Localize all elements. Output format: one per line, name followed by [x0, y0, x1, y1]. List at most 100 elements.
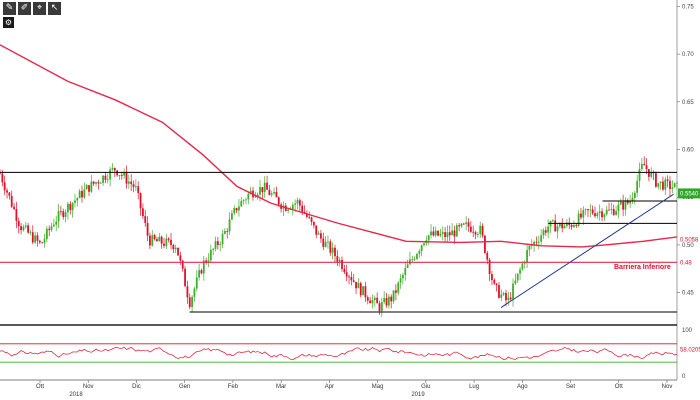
candle-body — [629, 201, 632, 204]
candle-body — [134, 186, 137, 188]
candle-body — [516, 273, 519, 281]
candle-body — [338, 259, 341, 262]
candle-body — [528, 245, 531, 250]
candle-body — [355, 281, 357, 289]
candle-body — [352, 280, 355, 282]
candle-body — [216, 241, 219, 246]
candle-body — [127, 181, 130, 184]
price-tag: 0.48 — [680, 260, 692, 266]
candle-body — [439, 233, 442, 236]
pencil-icon[interactable]: ✐ — [18, 2, 31, 15]
moving-average-line — [0, 44, 678, 248]
candle-body — [626, 200, 629, 204]
candle-body — [132, 184, 135, 187]
x-tick-label: Lug — [469, 384, 479, 390]
candle-body — [329, 241, 332, 253]
candle-body — [95, 182, 97, 184]
x-tick-label: Apr — [325, 384, 334, 390]
candle-body — [434, 230, 437, 236]
candle-body — [664, 179, 667, 190]
pointer-icon[interactable]: ↖ — [48, 2, 61, 15]
candle-body — [104, 175, 107, 180]
candle-body — [102, 175, 104, 183]
candle-body — [214, 241, 217, 249]
candle-body — [78, 191, 81, 199]
candle-body — [345, 272, 348, 277]
candle-body — [493, 279, 496, 284]
candle-body — [1, 173, 4, 183]
candle-body — [85, 185, 88, 190]
candle-body — [519, 269, 521, 274]
candle-body — [455, 225, 458, 237]
x-tick-label: Ott — [615, 384, 623, 390]
candle-body — [622, 201, 625, 210]
candle-body — [228, 219, 231, 232]
candle-body — [191, 296, 193, 308]
candle-body — [402, 275, 404, 279]
candle-body — [495, 283, 498, 286]
candle-body — [390, 296, 393, 302]
crosshair-icon[interactable]: ⌖ — [33, 2, 46, 15]
candle-body — [530, 245, 533, 247]
candle-body — [336, 256, 339, 262]
settings-icon[interactable]: ⚙ — [3, 17, 14, 28]
candle-body — [364, 286, 367, 298]
candle-body — [315, 225, 318, 235]
candle-body — [598, 211, 601, 214]
candle-body — [116, 170, 119, 176]
candle-body — [561, 222, 564, 229]
candle-body — [29, 232, 32, 234]
trend-line — [500, 193, 674, 308]
draw-icon[interactable]: ✎ — [3, 2, 16, 15]
candle-body — [291, 204, 294, 210]
candle-body — [24, 225, 27, 227]
candle-body — [465, 222, 468, 224]
candle-body — [610, 209, 613, 210]
candle-body — [392, 290, 395, 302]
candle-body — [259, 187, 261, 195]
candle-body — [638, 169, 641, 181]
candle-body — [509, 297, 512, 300]
candle-body — [139, 192, 142, 209]
candle-body — [542, 230, 545, 236]
candle-body — [202, 260, 205, 274]
candle-body — [60, 211, 62, 212]
candle-body — [404, 267, 407, 276]
candle-body — [411, 259, 414, 260]
candle-body — [551, 220, 554, 222]
candle-body — [444, 232, 446, 238]
candle-body — [359, 283, 362, 296]
candle-body — [310, 217, 313, 222]
candle-body — [172, 245, 175, 250]
candle-body — [380, 302, 383, 311]
candle-body — [430, 231, 432, 236]
candle-body — [41, 242, 44, 244]
candle-body — [385, 298, 388, 306]
candle-body — [432, 231, 435, 236]
candle-body — [605, 209, 608, 215]
candle-body — [437, 230, 439, 236]
candle-body — [594, 213, 596, 217]
candle-body — [673, 183, 676, 188]
candle-body — [341, 259, 343, 269]
candle-body — [397, 282, 400, 293]
candle-body — [149, 235, 151, 246]
candle-body — [343, 268, 346, 273]
candle-body — [231, 213, 233, 220]
candle-body — [416, 254, 418, 259]
candle-body — [558, 222, 561, 227]
candle-body — [62, 211, 65, 217]
candle-body — [67, 203, 69, 213]
candle-body — [31, 232, 34, 243]
candle-body — [146, 222, 149, 236]
candle-body — [55, 221, 58, 225]
candle-body — [453, 230, 456, 237]
y-tick-label: 0.65 — [682, 100, 694, 106]
candle-body — [659, 181, 662, 184]
price-tag: 0.5540 — [680, 191, 699, 197]
candle-body — [469, 226, 472, 232]
candle-body — [467, 222, 470, 227]
candle-body — [640, 163, 643, 170]
candle-body — [521, 263, 524, 270]
